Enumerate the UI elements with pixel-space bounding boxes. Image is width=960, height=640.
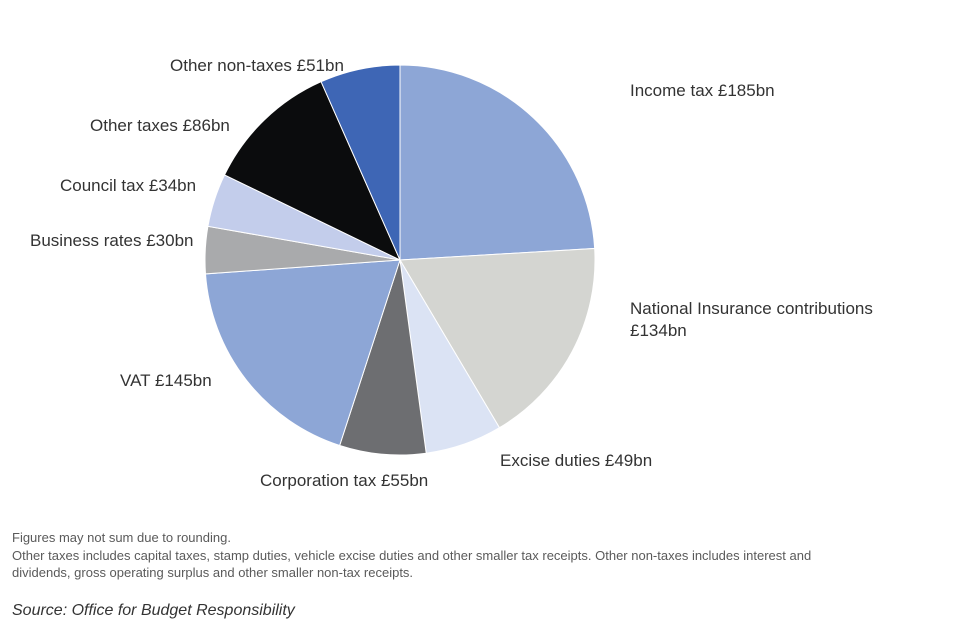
source-line: Source: Office for Budget Responsibility: [12, 602, 295, 620]
slice-label: Corporation tax £55bn: [260, 470, 428, 492]
slice-label: Excise duties £49bn: [500, 450, 652, 472]
slice-label: Council tax £34bn: [60, 175, 196, 197]
slice-label: Business rates £30bn: [30, 230, 194, 252]
slice-label: Other taxes £86bn: [90, 115, 230, 137]
footnote-line: Figures may not sum due to rounding.: [12, 529, 942, 547]
slice-label: Income tax £185bn: [630, 80, 775, 102]
slice-label: VAT £145bn: [120, 370, 212, 392]
pie-slice: [400, 65, 595, 260]
slice-label: National Insurance contributions £134bn: [630, 298, 873, 342]
footnote-line: dividends, gross operating surplus and o…: [12, 564, 942, 582]
footnote-line: Other taxes includes capital taxes, stam…: [12, 547, 942, 565]
slice-label: Other non-taxes £51bn: [170, 55, 344, 77]
pie-chart-area: Income tax £185bn National Insurance cont…: [0, 0, 960, 520]
footnotes: Figures may not sum due to rounding. Oth…: [12, 529, 942, 582]
pie-chart: [0, 0, 960, 520]
